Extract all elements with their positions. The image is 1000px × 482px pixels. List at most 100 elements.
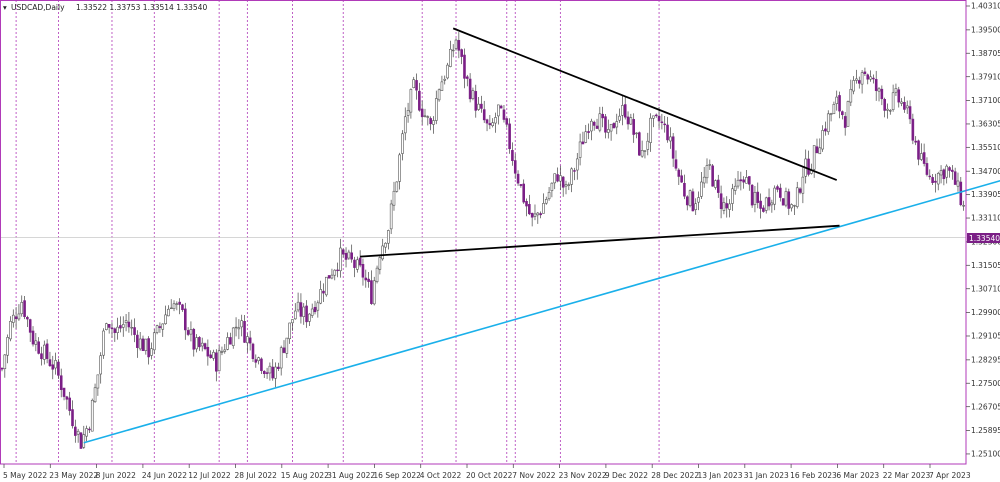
price-tick-label: 1.30710: [971, 284, 1000, 293]
candle: [953, 167, 957, 185]
time-tick-label: 15 Aug 2022: [281, 471, 329, 480]
candle: [136, 330, 139, 358]
candle: [319, 280, 322, 305]
candle: [293, 303, 297, 320]
candle: [623, 96, 627, 120]
price-tick-label: 1.39500: [971, 25, 1000, 34]
candle: [310, 303, 314, 318]
candle: [573, 167, 576, 181]
candle: [158, 322, 162, 333]
candle: [446, 62, 449, 80]
candle: [460, 48, 463, 65]
candle: [88, 426, 91, 433]
candle: [575, 152, 579, 180]
candle: [877, 87, 881, 102]
candle: [815, 138, 819, 154]
candle: [20, 295, 24, 317]
symbol-label: USDCAD,Daily: [11, 3, 65, 12]
candle: [285, 337, 289, 358]
candle: [550, 182, 554, 198]
candle: [482, 100, 486, 123]
candle: [691, 188, 695, 212]
candle: [107, 324, 111, 334]
candle: [113, 327, 117, 342]
time-tick-label: 7 Apr 2023: [929, 471, 971, 480]
candle: [948, 166, 951, 178]
current-price-tag: 1.33540: [967, 233, 1000, 243]
candle: [578, 133, 582, 166]
price-tick-label: 1.33110: [971, 214, 1000, 223]
candle: [869, 70, 872, 82]
candle: [85, 425, 88, 442]
candle: [920, 143, 923, 162]
candle: [736, 171, 740, 189]
candle: [203, 342, 207, 351]
candle: [152, 329, 156, 355]
triangle-lower-trendline[interactable]: [360, 224, 840, 258]
candle: [685, 195, 689, 211]
candle: [570, 167, 573, 193]
candle: [934, 173, 937, 193]
candle: [45, 339, 49, 364]
candle: [897, 86, 901, 108]
candle: [883, 97, 886, 118]
candle: [277, 362, 280, 372]
candle: [621, 95, 624, 126]
candle: [903, 96, 906, 113]
candle: [666, 116, 669, 143]
candle: [855, 69, 858, 84]
candle: [609, 123, 613, 141]
time-tick-label: 9 Dec 2022: [605, 471, 648, 480]
triangle-upper-trendline[interactable]: [452, 27, 838, 181]
candle: [756, 182, 760, 209]
time-tick-label: 4 Oct 2022: [420, 471, 462, 480]
candle: [812, 145, 816, 178]
candle: [240, 314, 243, 337]
candle: [801, 167, 805, 204]
candle: [525, 198, 528, 217]
candle: [753, 185, 757, 213]
candle: [714, 179, 717, 190]
candle: [282, 340, 286, 354]
candle: [917, 139, 920, 166]
candle: [652, 115, 655, 128]
candle: [9, 316, 12, 342]
candle: [195, 334, 198, 353]
candle: [209, 350, 212, 359]
candle: [356, 256, 359, 273]
candle: [229, 332, 232, 345]
candle: [74, 419, 77, 443]
candle: [702, 167, 706, 188]
candle: [635, 132, 638, 139]
candle: [31, 326, 35, 347]
candle: [807, 150, 810, 177]
trendlines[interactable]: [83, 27, 1000, 444]
ascending-support-trendline[interactable]: [83, 178, 1000, 444]
candle: [615, 113, 619, 135]
time-tick-label: 24 Jun 2022: [142, 471, 187, 480]
candle: [288, 322, 291, 344]
candle: [542, 193, 545, 214]
candle: [790, 203, 793, 212]
candle: [127, 312, 131, 333]
candle: [40, 346, 43, 366]
candle: [429, 116, 432, 131]
candle: [302, 303, 306, 325]
candle: [581, 131, 585, 145]
candle: [463, 48, 466, 89]
candle: [34, 332, 38, 352]
candle: [358, 250, 362, 268]
candle: [522, 179, 526, 204]
header-menu-icon[interactable]: ▾: [3, 3, 7, 12]
candle: [494, 112, 497, 133]
price-tick-label: 1.31505: [971, 261, 1000, 270]
candle: [922, 143, 926, 167]
candle: [908, 100, 912, 124]
candle: [17, 304, 21, 321]
candle: [79, 432, 83, 449]
candle: [626, 111, 630, 130]
candle: [198, 336, 201, 351]
candle: [305, 300, 308, 328]
